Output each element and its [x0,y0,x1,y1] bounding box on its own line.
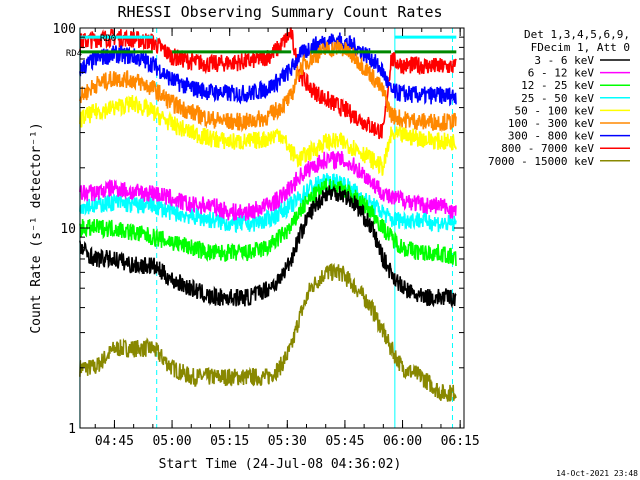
footer-date: 14-Oct-2021 23:48 [556,469,638,478]
y-tick-label-0: 1 [68,422,76,437]
legend-label-8: 7000 - 15000 keV [488,155,594,168]
y-tick-label-2: 100 [53,22,76,37]
x-tick-label-4: 05:45 [325,434,364,449]
legend-label-4: 50 - 100 keV [515,104,595,117]
y-axis-label: Count Rate (s⁻¹ detector⁻¹) [29,122,44,333]
legend-label-3: 25 - 50 keV [521,92,594,105]
x-tick-label-2: 05:15 [210,434,249,449]
plot-area: RD0 RD4 [66,27,457,428]
series-line-4 [79,94,457,176]
legend-header-line-1: Det 1,3,4,5,6,9, [524,28,630,41]
series-line-2 [79,178,457,267]
x-tick-label-6: 06:15 [441,434,480,449]
legend-label-7: 800 - 7000 keV [501,142,594,155]
state-label-0: RD0 [100,34,116,44]
legend-label-1: 6 - 12 keV [528,67,595,80]
x-axis-label: Start Time (24-Jul-08 04:36:02) [159,457,402,472]
series-line-1 [79,151,457,221]
legend-label-0: 3 - 6 keV [534,54,594,67]
legend: Det 1,3,4,5,6,9, FDecim 1, Att 0 3 - 6 k… [488,28,630,168]
x-tick-label-5: 06:00 [383,434,422,449]
chart-title: RHESSI Observing Summary Count Rates [117,3,442,21]
x-tick-label-1: 05:00 [152,434,191,449]
legend-label-5: 100 - 300 keV [508,117,594,130]
axes: 04:45 05:00 05:15 05:30 05:45 06:00 06:15 1 10 10… [53,22,480,449]
y-tick-label-1: 10 [60,222,76,237]
legend-header-line-2: FDecim 1, Att 0 [531,41,630,54]
state-label-1: RD4 [66,49,82,59]
x-tick-label-3: 05:30 [268,434,307,449]
series-line-8 [79,262,457,403]
series-line-0 [79,185,457,309]
x-tick-label-0: 04:45 [95,434,134,449]
legend-label-6: 300 - 800 keV [508,130,594,143]
series-line-6 [79,32,457,107]
series-line-5 [79,39,457,133]
legend-label-2: 12 - 25 keV [521,79,594,92]
series-line-3 [79,173,457,234]
